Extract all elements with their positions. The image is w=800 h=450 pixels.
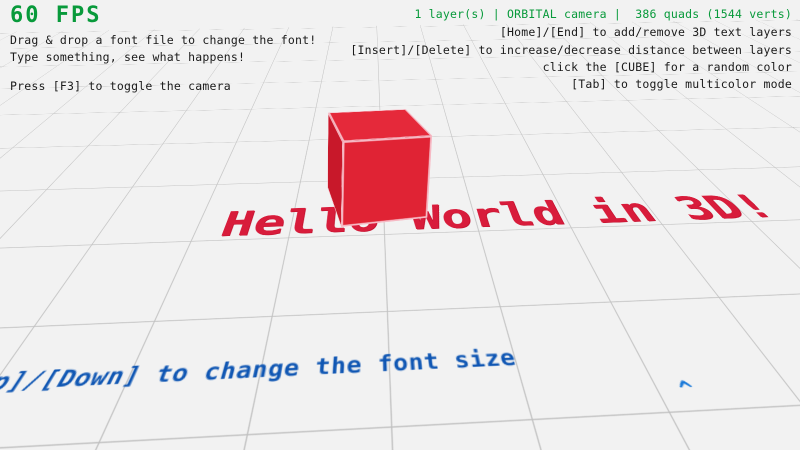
floor-grid	[0, 0, 800, 34]
random-color-cube[interactable]	[327, 109, 433, 227]
cube-face-front[interactable]	[341, 135, 433, 227]
cube-anchor	[327, 109, 440, 227]
